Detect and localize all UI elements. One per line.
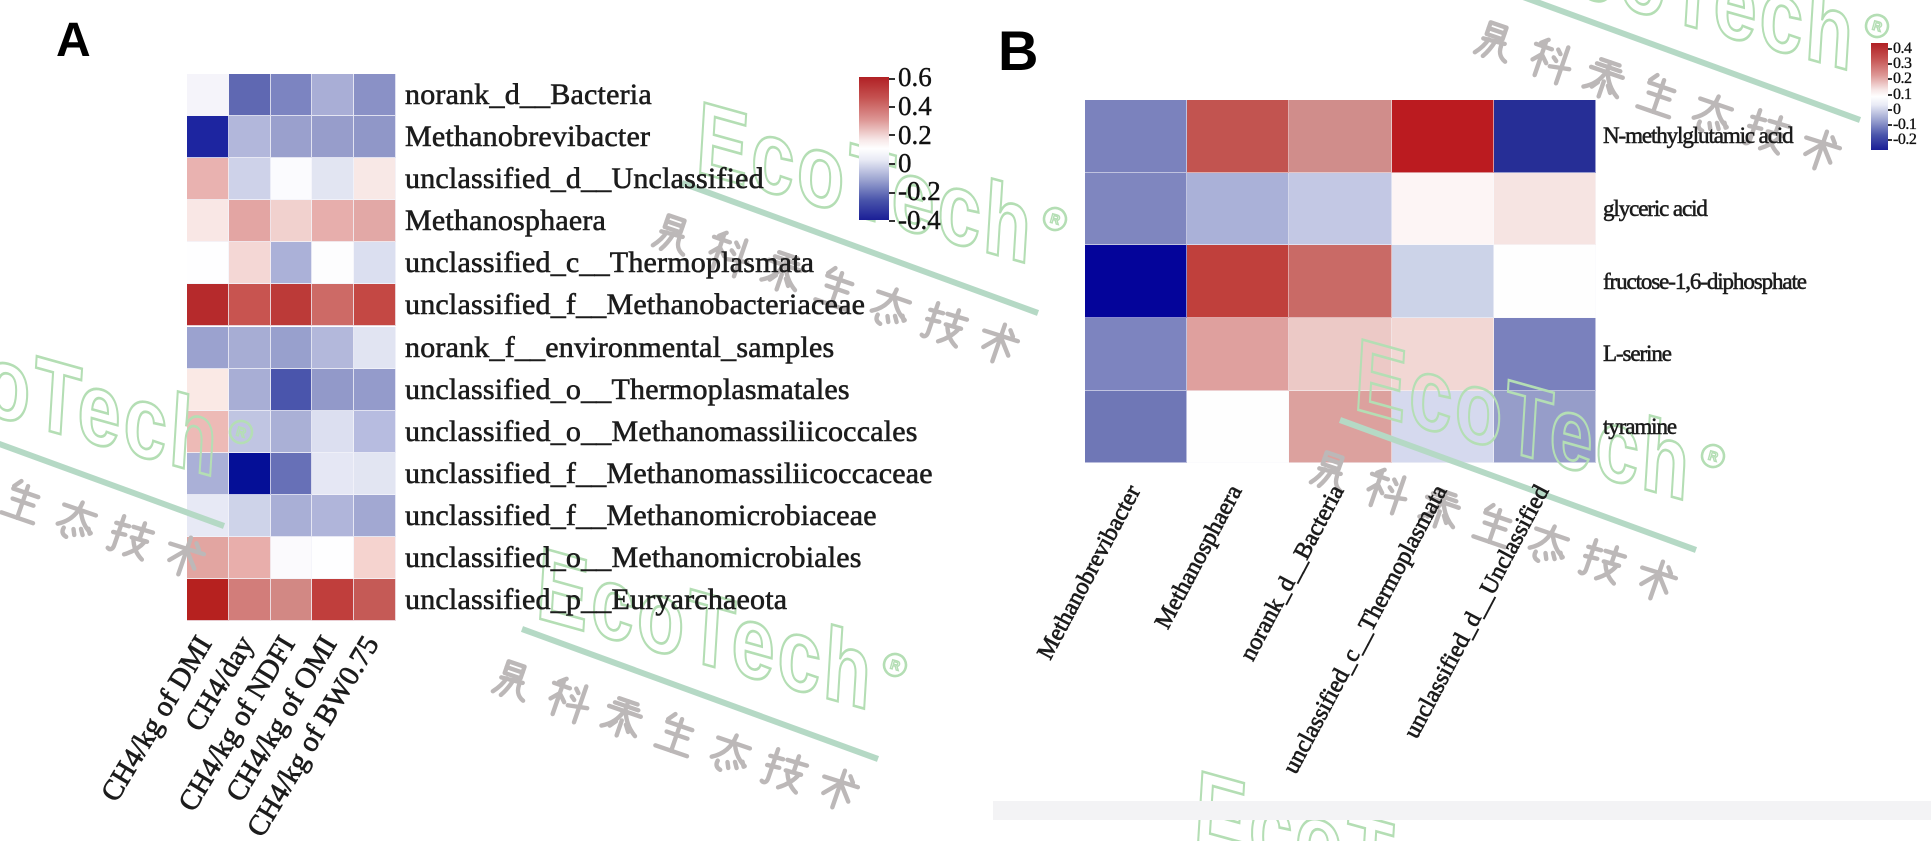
svg-text:EcoTech: EcoTech: [0, 293, 224, 500]
svg-text:R: R: [1049, 211, 1063, 228]
svg-text:R: R: [235, 424, 249, 441]
svg-text:R: R: [889, 657, 903, 674]
svg-text:R: R: [1871, 18, 1885, 35]
svg-text:EcoTech: EcoTech: [1192, 749, 1536, 841]
svg-text:R: R: [1707, 448, 1721, 465]
